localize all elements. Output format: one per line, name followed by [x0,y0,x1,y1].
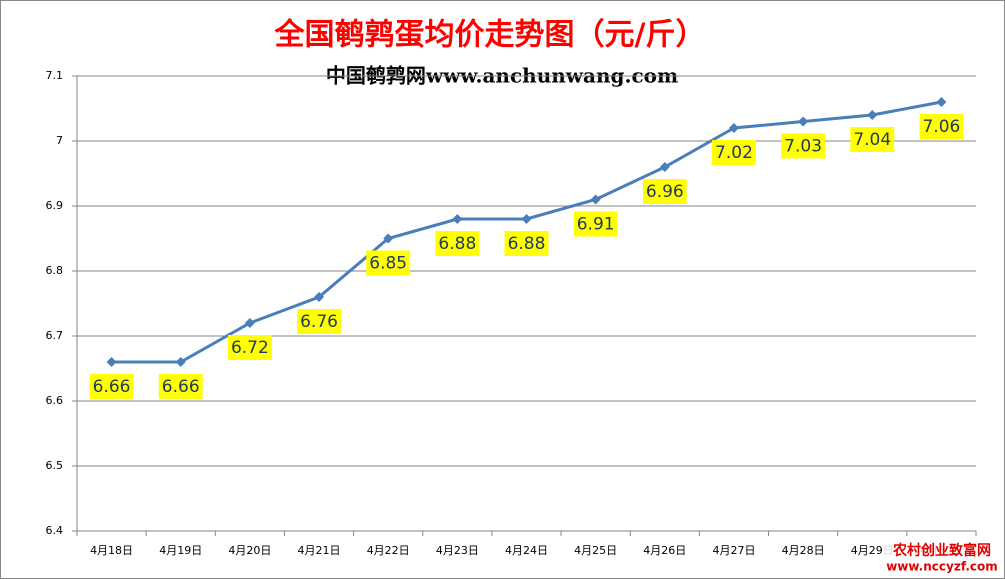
data-label: 7.06 [922,117,960,137]
data-label: 6.85 [369,254,407,274]
marker [106,357,117,367]
y-tick-label: 6.8 [46,264,64,277]
marker [244,318,255,328]
data-label: 6.96 [646,182,684,202]
marker [867,110,878,120]
y-tick-label: 6.6 [46,394,64,407]
data-label-box [504,231,549,256]
data-label-box [297,309,341,334]
marker [383,233,394,244]
data-label-box [642,179,687,204]
data-label-box [366,250,411,276]
x-tick-label: 4月23日 [436,544,479,557]
x-tick-label: 4月22日 [367,544,410,557]
watermark-url: www.nccyzf.com [886,560,998,574]
x-tick-label: 4月25日 [574,544,617,557]
x-tick-label: 4月24日 [505,544,548,557]
y-tick-label: 6.4 [46,524,64,537]
y-tick-label: 7 [56,134,63,147]
data-label-box [435,231,480,256]
data-label: 6.91 [577,215,615,235]
data-label-box [227,335,272,360]
data-label-box [158,374,203,399]
x-tick-label: 4月19日 [159,544,202,557]
data-label-box [781,133,826,159]
marker [936,97,947,107]
watermark-box [884,541,1000,575]
chart-title: 全国鹌鹑蛋均价走势图（元/斤） [274,18,706,53]
data-label-box [573,211,618,237]
y-tick-label: 6.7 [46,329,64,342]
marker [728,123,739,133]
x-tick-label: 4月28日 [782,544,825,557]
data-label: 6.88 [438,234,476,254]
x-tick-label: 4月20日 [228,544,271,557]
data-label-box [850,127,895,152]
data-label-box [919,114,964,139]
marker [798,116,809,127]
marker [314,292,325,302]
y-tick-label: 6.9 [46,199,64,212]
marker [175,357,186,367]
data-label-box [712,140,756,165]
data-label: 7.03 [784,137,822,157]
x-tick-label: 4月26日 [643,544,686,557]
data-label: 6.66 [93,377,131,397]
marker [452,214,463,224]
x-tick-label: 4月27日 [712,544,755,557]
marker [590,194,601,205]
x-tick-label: 4月18日 [90,544,133,557]
data-label: 6.76 [300,312,338,332]
watermark-text: 农村创业致富网 [892,542,991,559]
data-label-box [89,374,134,399]
data-label: 7.02 [715,143,753,163]
data-label: 6.88 [508,234,546,254]
data-label: 6.66 [162,377,200,397]
data-label: 6.72 [231,338,269,358]
y-tick-label: 7.1 [46,69,64,82]
marker [521,214,532,224]
x-tick-label: 4月21日 [298,544,341,557]
data-label: 7.04 [853,130,891,150]
marker [659,162,670,172]
y-tick-label: 6.5 [46,459,64,472]
x-tick-label: 4月29日 [851,544,894,557]
